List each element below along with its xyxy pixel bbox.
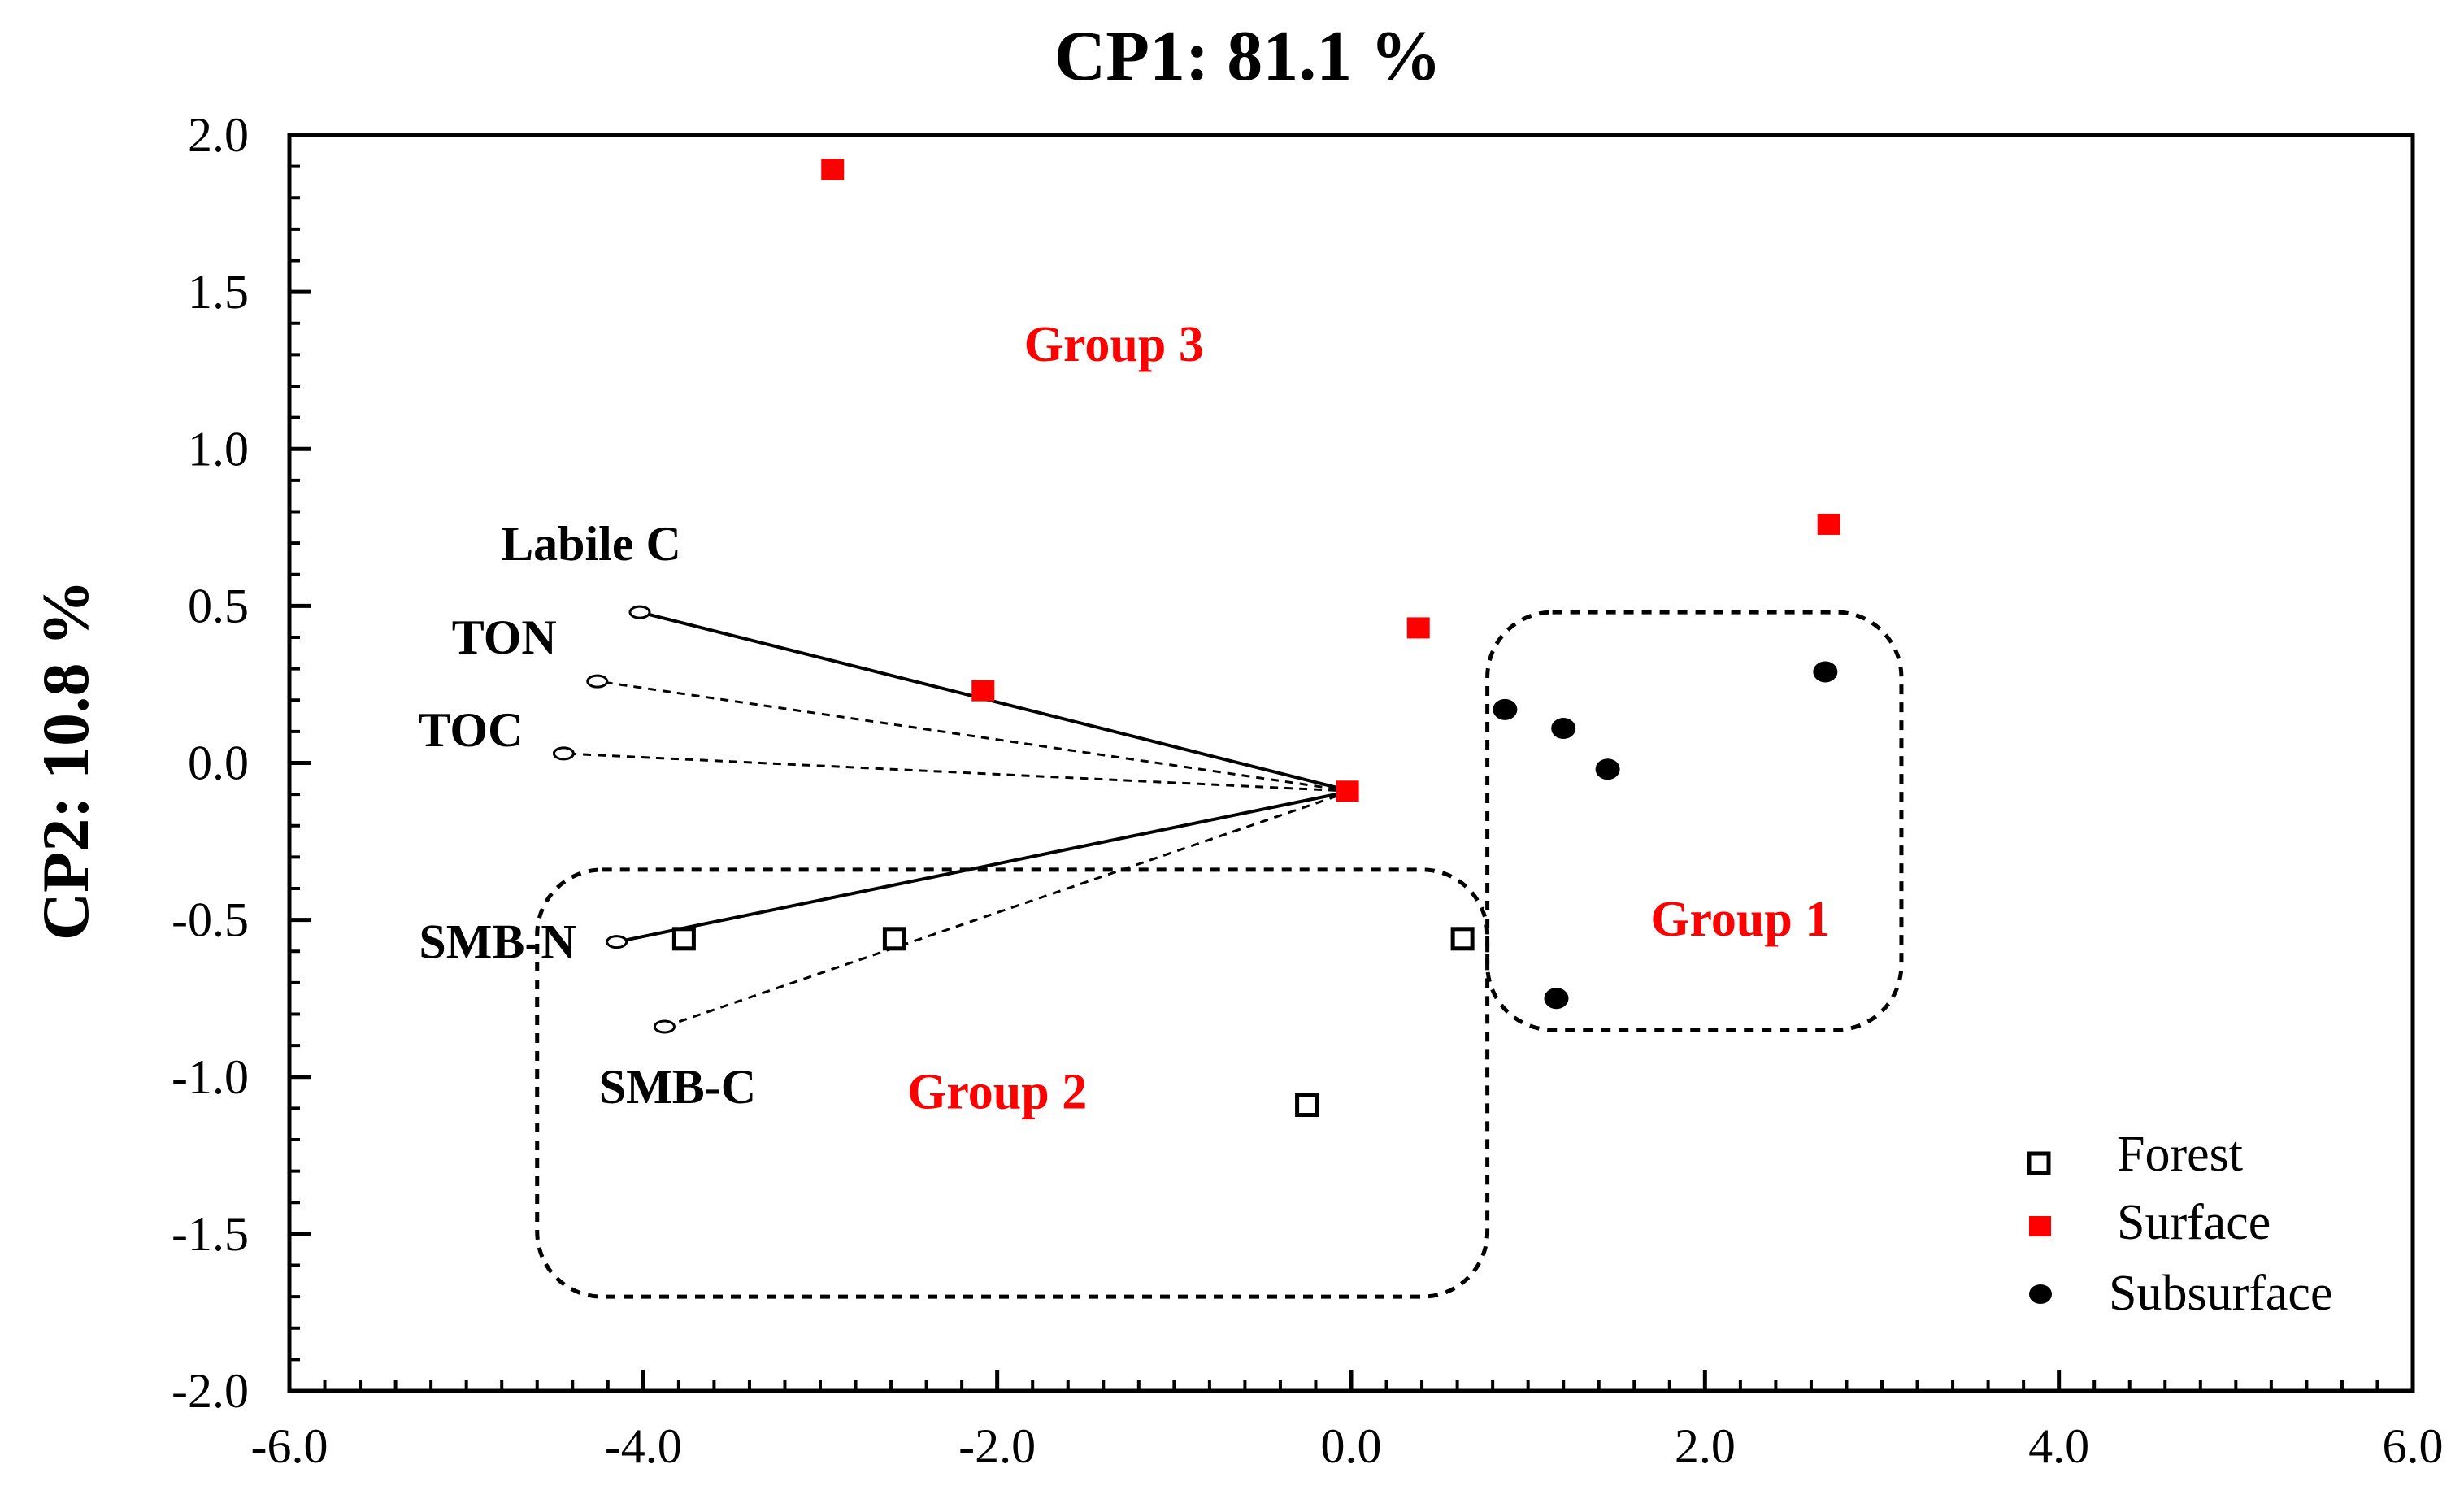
legend-item-subsurface: Subsurface <box>2029 1266 2332 1321</box>
y-tick-label: -2.0 <box>172 1364 249 1418</box>
y-tick-label: 1.0 <box>188 422 249 476</box>
legend-item-surface: Surface <box>2029 1195 2271 1250</box>
toc-vector <box>563 752 1352 793</box>
x-tick-label: 6.0 <box>2383 1419 2444 1473</box>
data-points <box>671 159 1840 1118</box>
smb-c-vector <box>663 789 1352 1028</box>
loading-vectors: Labile C TON TOC SMB-N SMB-C <box>418 517 1352 1114</box>
forest-point <box>882 927 906 951</box>
smb-c-vector-tip <box>653 1019 676 1034</box>
group-3-label: Group 3 <box>1024 317 1204 372</box>
group-boxes: Group 1 Group 2 Group 3 <box>535 317 1904 1299</box>
y-tick-label: -1.5 <box>172 1207 249 1261</box>
legend-label-surface: Surface <box>2117 1195 2271 1250</box>
legend-label-forest: Forest <box>2117 1127 2243 1182</box>
legend-label-subsurface: Subsurface <box>2109 1266 2332 1321</box>
smb-n-vector <box>616 789 1352 944</box>
subsurface-point <box>1544 988 1569 1010</box>
labile-c-vector-label: Labile C <box>501 517 681 571</box>
surface-point <box>821 159 845 180</box>
forest-point <box>1450 927 1475 951</box>
subsurface-point <box>1493 698 1518 720</box>
x-tick-label: 4.0 <box>2028 1419 2089 1473</box>
ton-vector <box>597 680 1352 793</box>
x-tick-label: 0.0 <box>1321 1419 1382 1473</box>
surface-point <box>1817 513 1840 535</box>
smb-c-vector-label: SMB-C <box>599 1060 756 1114</box>
legend-item-forest: Forest <box>2027 1127 2243 1182</box>
subsurface-point <box>1813 661 1838 683</box>
surface-point <box>1336 780 1359 802</box>
y-tick-label: 1.5 <box>188 265 249 319</box>
subsurface-point <box>1551 718 1576 740</box>
surface-point <box>971 680 995 702</box>
toc-vector-tip <box>552 746 575 761</box>
y-tick-label: 0.5 <box>188 579 249 632</box>
ton-vector-tip <box>586 674 609 689</box>
forest-point <box>1295 1093 1319 1118</box>
x-tick-label: -4.0 <box>605 1419 682 1473</box>
y-axis-ticks: 2.0 1.5 1.0 0.5 0.0 -0.5 -1.0 -1.5 -2.0 <box>172 108 311 1418</box>
y-tick-label: -1.0 <box>172 1050 249 1104</box>
subsurface-point <box>1595 758 1620 780</box>
group-1-label: Group 1 <box>1650 892 1830 947</box>
legend-marker-surface <box>2029 1216 2051 1236</box>
y-tick-label: 0.0 <box>188 736 249 790</box>
group-1-boundary <box>1485 610 1904 1032</box>
y-tick-label: 2.0 <box>188 108 249 162</box>
surface-point <box>1406 617 1430 639</box>
toc-vector-label: TOC <box>418 703 523 757</box>
legend-marker-forest <box>2027 1151 2051 1175</box>
ton-vector-label: TON <box>452 610 557 664</box>
labile-c-vector-tip <box>628 605 651 619</box>
smb-n-vector-label: SMB-N <box>419 915 576 969</box>
legend-marker-subsurface <box>2029 1284 2052 1304</box>
y-tick-label: -0.5 <box>172 893 249 947</box>
group-2-label: Group 2 <box>907 1064 1087 1119</box>
x-tick-label: -6.0 <box>251 1419 328 1473</box>
forest-point <box>671 927 696 951</box>
smb-n-vector-tip <box>606 935 628 949</box>
labile-c-vector <box>639 610 1352 793</box>
legend: Forest Surface Subsurface <box>2027 1127 2332 1321</box>
x-axis-ticks: -6.0 -4.0 -2.0 0.0 2.0 4.0 6.0 <box>251 1370 2444 1473</box>
x-tick-label: -2.0 <box>958 1419 1036 1473</box>
plot-frame <box>287 133 2415 1393</box>
y-axis-label: CP2: 10.8 % <box>28 580 102 941</box>
x-tick-label: 2.0 <box>1675 1419 1736 1473</box>
chart-title: CP1: 81.1 % <box>1054 17 1442 96</box>
